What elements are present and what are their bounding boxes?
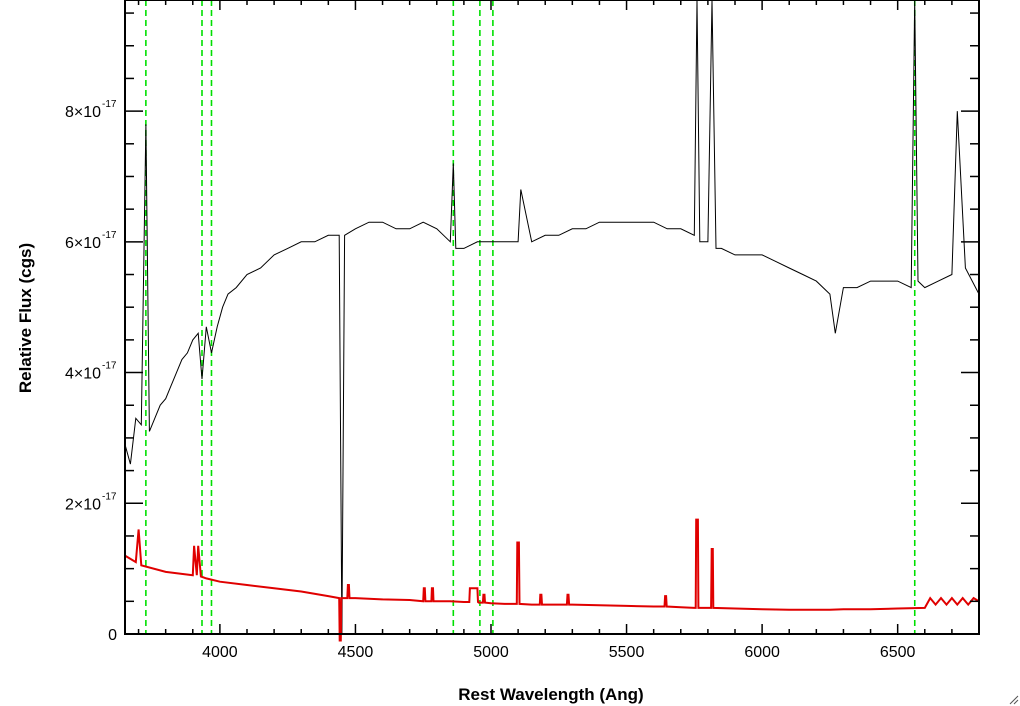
series-line-1: [124, 518, 980, 642]
x-tick-label: 4000: [202, 644, 238, 661]
x-axis: 4000 4500 5000 5500 6000 6500: [137, 0, 980, 661]
y-axis: 02×10 -174×10 -176×10 -178×10 -17: [65, 12, 979, 644]
y-tick-label: 4×10: [65, 366, 101, 383]
y-tick-exponent: -17: [102, 491, 117, 502]
series-line-0: [124, 0, 980, 635]
x-tick-label: 4500: [338, 644, 374, 661]
y-tick-label: 8×10: [65, 104, 101, 121]
plot-border: [124, 0, 980, 635]
y-axis-label: Relative Flux (cgs): [16, 243, 35, 393]
y-tick-label: 2×10: [65, 496, 101, 513]
x-tick-label: 5500: [609, 644, 645, 661]
y-tick-exponent: -17: [102, 230, 117, 241]
y-tick-label: 6×10: [65, 235, 101, 252]
x-tick-label: 6500: [880, 644, 916, 661]
series-layer: [124, 0, 980, 642]
reference-lines: [145, 0, 916, 634]
y-tick-exponent: -17: [102, 361, 117, 372]
y-tick-exponent: -17: [102, 99, 117, 110]
x-tick-label: 6000: [744, 644, 780, 661]
x-tick-label: 5000: [473, 644, 509, 661]
resize-grip-icon[interactable]: [1009, 695, 1019, 705]
x-axis-label: Rest Wavelength (Ang): [458, 685, 643, 704]
y-tick-label: 0: [108, 627, 117, 644]
plot-frame: [124, 0, 980, 635]
